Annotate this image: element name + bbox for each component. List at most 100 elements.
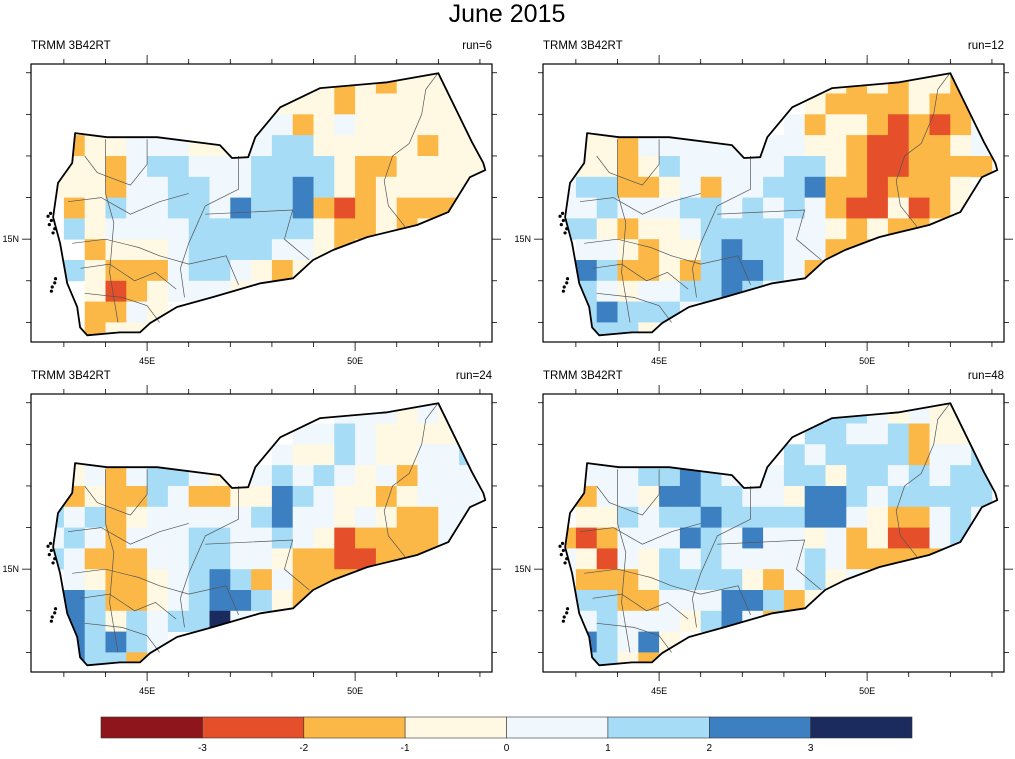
- grid-cell: [783, 156, 806, 178]
- grid-cell: [596, 260, 618, 282]
- grid-cell: [84, 218, 106, 240]
- grid-cell: [908, 176, 930, 198]
- grid-cell: [825, 506, 847, 528]
- grid-cell: [867, 569, 889, 591]
- admin-boundary: [895, 72, 951, 227]
- grid-cell: [209, 548, 231, 570]
- grid-cell: [84, 239, 106, 261]
- grid-cell: [251, 218, 273, 240]
- island: [558, 214, 562, 218]
- grid-cell: [783, 197, 806, 219]
- colorbar-label: -3: [198, 743, 207, 754]
- grid-cell: [292, 176, 314, 198]
- grid-cell: [230, 239, 252, 261]
- grid-cell: [867, 465, 889, 487]
- grid-cell: [105, 548, 127, 570]
- grid-cell: [804, 176, 826, 198]
- country-outline: [52, 72, 487, 337]
- grid-cell: [638, 135, 660, 157]
- grid-cell: [84, 197, 106, 219]
- grid-cell: [659, 569, 681, 591]
- grid-cell: [313, 527, 335, 549]
- grid-cell: [188, 280, 210, 302]
- grid-cell: [167, 486, 190, 508]
- grid-cell: [230, 527, 252, 549]
- grid-cell: [929, 197, 951, 219]
- grid-cell: [334, 423, 356, 445]
- map-frame: [542, 63, 1005, 343]
- grid-cell: [375, 114, 398, 136]
- island: [565, 281, 569, 285]
- grid-cell: [479, 176, 486, 198]
- grid-cell: [53, 176, 65, 198]
- grid-cell: [596, 506, 618, 528]
- grid-cell: [887, 218, 910, 240]
- grid-cell: [417, 176, 439, 198]
- grid-cell: [783, 239, 806, 261]
- grid-cell: [565, 197, 577, 219]
- grid-cell: [334, 548, 356, 570]
- grid-cell: [742, 135, 764, 157]
- grid-cell: [417, 73, 439, 94]
- admin-boundary: [80, 593, 177, 620]
- grid-cell: [230, 486, 252, 508]
- grid-cell: [846, 73, 868, 94]
- island: [53, 277, 58, 281]
- grid-cell: [846, 423, 868, 445]
- grid-cell: [63, 197, 86, 219]
- grid-cell: [638, 610, 660, 632]
- grid-cell: [804, 218, 826, 240]
- grid-cell: [929, 93, 951, 115]
- grid-cell: [438, 114, 460, 136]
- grid-cell: [763, 156, 785, 178]
- colorbar-swatch: [404, 716, 507, 739]
- grid-cell: [313, 506, 335, 528]
- admin-boundary: [180, 156, 239, 298]
- grid-cell: [417, 465, 439, 487]
- grid-cell: [950, 176, 972, 198]
- grid-cell: [375, 176, 398, 198]
- grid-cell: [804, 135, 826, 157]
- grid-cell: [971, 423, 993, 445]
- grid-cell: [84, 652, 106, 666]
- grid-cell: [334, 403, 356, 424]
- grid-cell: [438, 465, 460, 487]
- grid-cell: [230, 197, 252, 219]
- grid-cell: [825, 444, 847, 466]
- grid-cell: [251, 176, 273, 198]
- grid-cell: [804, 114, 826, 136]
- admin-boundary: [105, 469, 119, 653]
- grid-cell: [908, 114, 930, 136]
- grid-cell: [396, 93, 418, 115]
- grid-cell: [63, 569, 86, 591]
- grid-cell: [679, 218, 702, 240]
- colorbar-swatch: [303, 716, 406, 739]
- grid-cell: [334, 197, 356, 219]
- grid-cell: [596, 218, 618, 240]
- grid-cell: [867, 527, 889, 549]
- y-tick-label: 15N: [2, 234, 19, 244]
- grid-cell: [126, 260, 148, 282]
- grid-cell: [742, 548, 764, 570]
- grid-cell: [825, 486, 847, 508]
- grid-cell: [575, 301, 598, 323]
- grid-cell: [617, 176, 639, 198]
- admin-boundary: [383, 402, 439, 557]
- grid-cell: [742, 176, 764, 198]
- panel-run-label: run=6: [462, 40, 492, 52]
- grid-cell: [84, 465, 106, 487]
- admin-boundary: [584, 568, 751, 616]
- grid-cell: [271, 486, 294, 508]
- grid-cell: [396, 465, 418, 487]
- admin-boundary: [584, 238, 751, 286]
- grid-cell: [84, 569, 106, 591]
- grid-cell: [292, 239, 314, 261]
- grid-cell: [417, 527, 439, 549]
- grid-cell: [763, 135, 785, 157]
- grid-cell: [617, 527, 639, 549]
- island: [49, 289, 53, 293]
- grid-cell: [617, 465, 639, 487]
- grid-cell: [105, 260, 127, 282]
- grid-cell: [846, 114, 868, 136]
- grid-cell: [846, 506, 868, 528]
